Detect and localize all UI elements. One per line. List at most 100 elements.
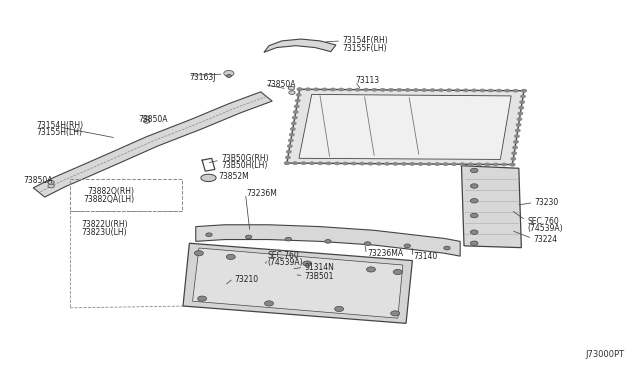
Circle shape (444, 246, 450, 250)
Circle shape (351, 162, 356, 165)
Circle shape (405, 89, 410, 92)
Circle shape (305, 88, 310, 91)
Text: 91314N: 91314N (305, 263, 335, 272)
Circle shape (460, 163, 465, 166)
Circle shape (447, 89, 452, 92)
Circle shape (301, 162, 306, 165)
Text: (74539A): (74539A) (527, 224, 563, 233)
Polygon shape (201, 174, 216, 182)
Text: (74539A): (74539A) (268, 258, 303, 267)
Text: 73154F(RH): 73154F(RH) (342, 36, 388, 45)
Circle shape (284, 161, 289, 164)
Circle shape (314, 88, 319, 91)
Circle shape (468, 163, 473, 166)
Circle shape (510, 163, 515, 166)
Text: 73163J: 73163J (189, 73, 216, 81)
Circle shape (48, 184, 54, 188)
Circle shape (513, 140, 518, 143)
Text: 73823U(LH): 73823U(LH) (81, 228, 127, 237)
Polygon shape (461, 166, 522, 248)
Circle shape (472, 89, 477, 92)
Circle shape (339, 88, 344, 91)
Circle shape (522, 89, 527, 92)
Circle shape (522, 89, 527, 92)
Text: 73155F(LH): 73155F(LH) (342, 44, 387, 53)
Circle shape (463, 89, 468, 92)
Circle shape (285, 156, 291, 159)
Circle shape (430, 89, 435, 92)
Polygon shape (287, 89, 524, 164)
Text: 73852M: 73852M (218, 172, 249, 181)
Circle shape (413, 89, 419, 92)
Circle shape (511, 152, 516, 155)
Circle shape (287, 145, 292, 148)
Circle shape (347, 88, 352, 91)
Text: 73155H(LH): 73155H(LH) (36, 128, 83, 137)
Text: 73224: 73224 (534, 235, 557, 244)
Circle shape (480, 89, 485, 92)
Text: 73882QA(LH): 73882QA(LH) (83, 195, 134, 204)
Circle shape (511, 157, 516, 160)
Polygon shape (264, 39, 336, 52)
Text: 73882Q(RH): 73882Q(RH) (88, 187, 134, 196)
Circle shape (246, 235, 252, 239)
Circle shape (505, 89, 510, 92)
Circle shape (493, 163, 499, 166)
Text: 73850A: 73850A (138, 115, 168, 124)
Circle shape (397, 89, 402, 92)
Circle shape (455, 89, 460, 92)
Circle shape (198, 296, 207, 301)
Polygon shape (183, 243, 412, 323)
Circle shape (470, 199, 478, 203)
Circle shape (324, 240, 331, 243)
Circle shape (330, 88, 335, 91)
Circle shape (518, 106, 524, 109)
Circle shape (394, 269, 402, 275)
Circle shape (470, 241, 478, 246)
Text: 73236MA: 73236MA (368, 249, 404, 258)
Circle shape (360, 162, 365, 165)
Circle shape (502, 163, 507, 166)
Circle shape (518, 112, 523, 115)
Circle shape (476, 163, 481, 166)
Circle shape (227, 74, 232, 77)
Circle shape (404, 244, 410, 248)
Text: 73850A: 73850A (266, 80, 295, 89)
Circle shape (291, 122, 296, 125)
Circle shape (410, 163, 415, 166)
Circle shape (296, 93, 301, 96)
Polygon shape (193, 248, 403, 318)
Circle shape (451, 163, 456, 166)
Circle shape (289, 133, 294, 136)
Circle shape (515, 129, 520, 132)
Circle shape (48, 180, 54, 184)
Text: 73230: 73230 (535, 198, 559, 207)
Circle shape (335, 307, 344, 311)
Circle shape (297, 88, 302, 91)
Circle shape (288, 86, 294, 90)
Circle shape (292, 162, 298, 165)
Circle shape (285, 237, 291, 241)
Circle shape (426, 163, 431, 166)
Text: SEC.760: SEC.760 (527, 217, 559, 225)
Circle shape (497, 89, 502, 92)
Circle shape (513, 146, 518, 149)
Text: 73B50G(RH): 73B50G(RH) (221, 154, 269, 163)
Polygon shape (299, 94, 511, 160)
Circle shape (516, 124, 521, 126)
Circle shape (364, 242, 371, 246)
Circle shape (470, 230, 478, 234)
Circle shape (295, 99, 300, 102)
Circle shape (393, 162, 398, 165)
Circle shape (372, 88, 377, 91)
Text: 73236M: 73236M (246, 189, 278, 198)
Circle shape (355, 88, 360, 91)
Polygon shape (196, 225, 460, 256)
Circle shape (376, 162, 381, 165)
Circle shape (391, 311, 399, 316)
Circle shape (322, 88, 327, 91)
Circle shape (435, 163, 440, 166)
Circle shape (515, 135, 520, 138)
Circle shape (488, 89, 493, 92)
Circle shape (294, 105, 300, 108)
